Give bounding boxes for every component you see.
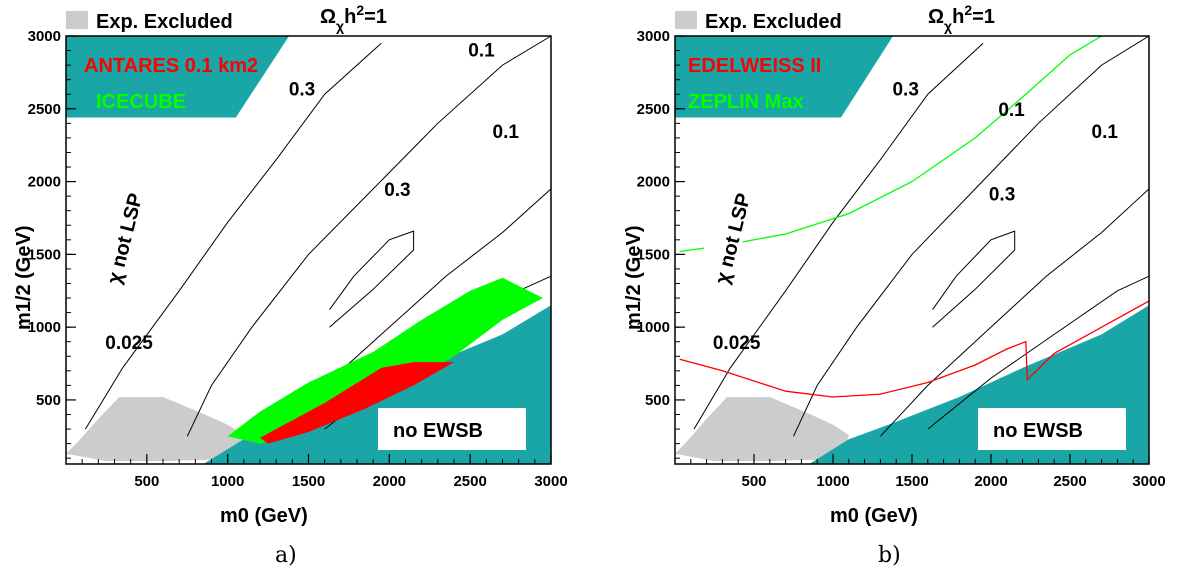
y-tick-label: 2000 — [28, 174, 61, 191]
relic-contour-b-0 — [693, 42, 984, 430]
relic-contour-a-1 — [186, 35, 552, 437]
excluded-region-a — [66, 397, 244, 462]
excluded-label-b: Exp. Excluded — [705, 11, 842, 33]
antares-label: ANTARES 0.1 km2 — [84, 55, 258, 77]
relic-contour-a-4 — [329, 230, 415, 328]
contour-value-label: 0.1 — [493, 122, 520, 143]
excluded-label-a: Exp. Excluded — [96, 11, 233, 33]
no-ewsb-label-b: no EWSB — [993, 420, 1083, 442]
zeplin-label: ZEPLIN Max — [688, 91, 804, 113]
relic-contour-a-0 — [84, 42, 382, 430]
x-tick-label: 3000 — [1132, 473, 1165, 490]
limit-curve-edelweiss — [679, 300, 1150, 398]
x-tick-label: 1500 — [292, 473, 325, 490]
y-tick-label: 500 — [36, 392, 61, 409]
no-lsp-box-a — [80, 149, 157, 322]
excluded-region-b — [675, 397, 849, 462]
contour-value-label: 0.1 — [1092, 122, 1119, 143]
y-tick-label: 500 — [645, 392, 670, 409]
y-tick-label: 3000 — [637, 28, 670, 45]
relic-contour-b-3 — [927, 275, 1150, 430]
y-tick-label: 1000 — [637, 319, 670, 336]
relic-contour-b-1 — [793, 35, 1150, 437]
icecube-label: ICECUBE — [96, 91, 186, 113]
y-tick-label: 1500 — [28, 246, 61, 263]
no-lsp-box-b — [688, 149, 765, 322]
y-axis-title-a: m1/2 (GeV) — [13, 226, 35, 330]
x-tick-label: 2500 — [453, 473, 486, 490]
no-lsp-region-a — [66, 36, 290, 118]
excluded-swatch-a — [66, 11, 88, 29]
panel-a: 500 1000 1500 2000 2500 3000 500 1000 1500 2000 25… — [13, 2, 568, 568]
panel-caption-a: a) — [275, 543, 297, 568]
x-tick-label: 500 — [134, 473, 159, 490]
edelweiss-label: EDELWEISS II — [688, 55, 821, 77]
y-axis-title-b: m1/2 (GeV) — [623, 226, 645, 330]
x-tick-label: 2500 — [1053, 473, 1086, 490]
x-tick-label: 1000 — [816, 473, 849, 490]
signal-region-icecube — [227, 277, 543, 444]
x-axis-title-b: m0 (GeV) — [830, 505, 918, 527]
x-tick-label: 1000 — [211, 473, 244, 490]
y-tick-label: 1500 — [637, 246, 670, 263]
signal-region-antares — [260, 362, 454, 444]
limit-curve-zeplin — [679, 35, 1102, 253]
relic-contour-b-4 — [932, 230, 1016, 328]
no-ewsb-box-a — [378, 408, 526, 450]
contour-value-label: 0.025 — [105, 333, 153, 354]
x-tick-label: 2000 — [373, 473, 406, 490]
contour-value-label: 0.3 — [892, 80, 918, 101]
y-tick-label: 2500 — [637, 101, 670, 118]
x-tick-label: 2000 — [974, 473, 1007, 490]
contour-value-label: 0.3 — [384, 180, 410, 201]
x-tick-label: 500 — [741, 473, 766, 490]
panel-b: 500 1000 1500 2000 2500 3000 500 1000 1500 2000 25… — [623, 2, 1166, 568]
no-ewsb-label-a: no EWSB — [393, 420, 483, 442]
no-ewsb-box-b — [978, 408, 1126, 450]
y-tick-label: 2500 — [28, 101, 61, 118]
x-tick-label: 1500 — [895, 473, 928, 490]
relic-label-b: Ωχh2=1 — [928, 2, 995, 34]
x-axis-title-a: m0 (GeV) — [220, 505, 308, 527]
y-tick-label: 3000 — [28, 28, 61, 45]
contour-value-label: 0.3 — [989, 185, 1015, 206]
contour-value-label: 0.1 — [468, 40, 495, 61]
y-tick-label: 1000 — [28, 319, 61, 336]
panel-caption-b: b) — [878, 543, 901, 568]
contour-value-label: 0.3 — [289, 80, 315, 101]
x-tick-label: 3000 — [534, 473, 567, 490]
excluded-swatch-b — [675, 11, 697, 29]
y-tick-label: 2000 — [637, 174, 670, 191]
relic-contour-b-2 — [880, 188, 1150, 437]
no-lsp-region-b — [675, 36, 893, 118]
contour-value-label: 0.1 — [998, 100, 1025, 121]
relic-label-a: Ωχh2=1 — [320, 2, 387, 34]
contour-value-label: 0.025 — [713, 333, 761, 354]
